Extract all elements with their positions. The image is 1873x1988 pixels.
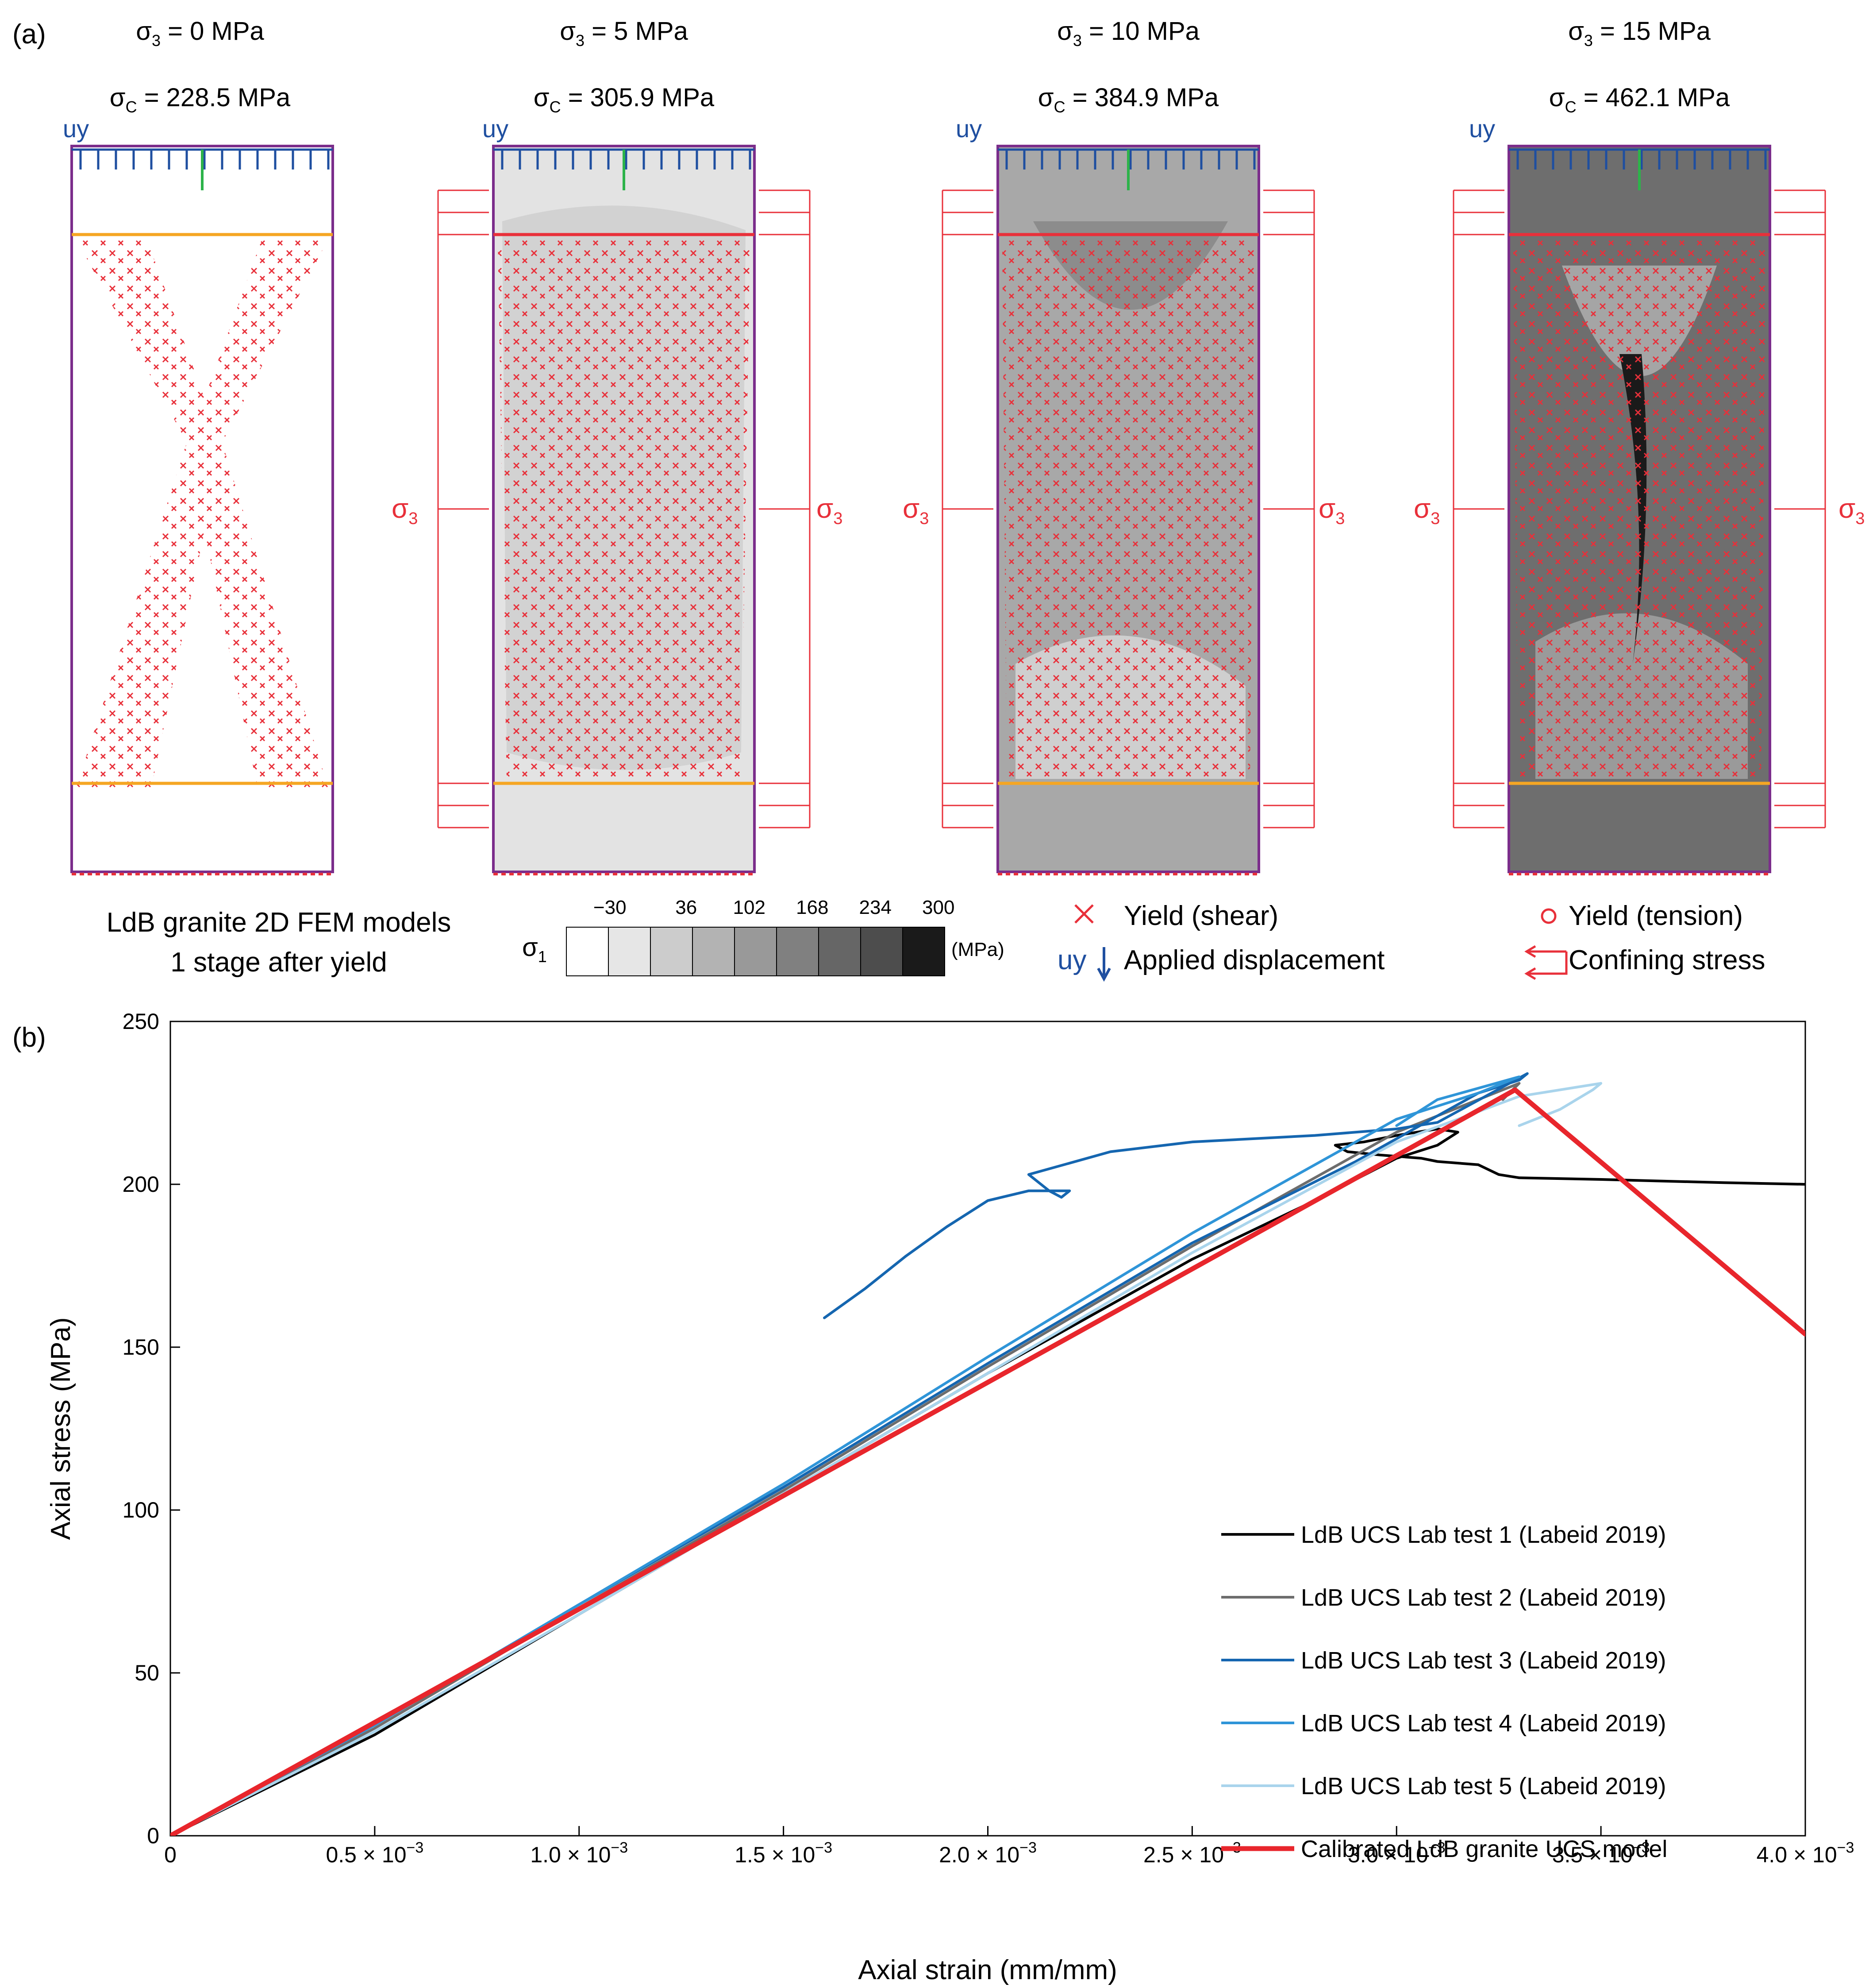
- colorbar-swatch: [734, 927, 777, 976]
- legend-label: Calibrated LdB granite UCS model: [1301, 1836, 1667, 1862]
- uy-label: uy: [956, 115, 982, 143]
- model-sigma3-10: σ3 = 10 MPa σC = 384.9 MPa uy σ3 σ3: [903, 17, 1345, 875]
- uy-label: uy: [1469, 115, 1495, 143]
- y-axis: 0 50 100 150 200 250: [123, 1009, 180, 1848]
- colorbar-swatches: [566, 927, 945, 976]
- yield-zone: [1513, 239, 1765, 779]
- model-title-sigmac: σC = 462.1 MPa: [1549, 83, 1730, 116]
- x-tick-label: 4.0 × 10−3: [1757, 1839, 1854, 1867]
- model-sigma3-5: σ3 = 5 MPa σC = 305.9 MPa uy σ3 σ3: [392, 17, 842, 875]
- x-tick-label: 1.5 × 10−3: [735, 1839, 832, 1867]
- y-tick-label: 0: [147, 1823, 159, 1848]
- colorbar-sigma1-label: σ1: [522, 933, 547, 966]
- confining-stress-right: [1774, 189, 1826, 828]
- confining-stress-right: [1263, 189, 1315, 828]
- y-tick-label: 50: [135, 1661, 159, 1685]
- sigma3-label-left: σ3: [392, 493, 418, 528]
- confining-stress-right: [759, 189, 811, 828]
- model-title-sigma3: σ3 = 0 MPa: [136, 17, 264, 50]
- y-tick-label: 250: [123, 1009, 159, 1034]
- y-tick-label: 150: [123, 1335, 159, 1360]
- x-tick-label: 2.5 × 10−3: [1143, 1839, 1241, 1867]
- sigma3-label-left: σ3: [1414, 493, 1440, 528]
- colorbar-ticks: −30 36 102 168 234 300: [593, 897, 955, 918]
- legend-yield-tension: Yield (tension): [1569, 901, 1743, 931]
- colorbar-tick-label: 234: [859, 897, 892, 918]
- legend-uy-label: uy: [1058, 945, 1086, 975]
- series-line-3: [170, 1072, 1529, 1836]
- x-axis-label: Axial strain (mm/mm): [858, 1955, 1117, 1985]
- model-title-sigmac: σC = 384.9 MPa: [1038, 83, 1219, 116]
- yield-zone: [1002, 239, 1254, 779]
- colorbar-swatch: [566, 927, 609, 976]
- legend-label: LdB UCS Lab test 5 (Labeid 2019): [1301, 1773, 1666, 1799]
- series-line-6: [170, 1087, 1805, 1836]
- sigma3-label-right: σ3: [1838, 493, 1865, 528]
- legend-confining-stress: Confining stress: [1569, 945, 1765, 975]
- model-title-sigma3: σ3 = 10 MPa: [1057, 17, 1200, 50]
- legend-applied-displacement: Applied displacement: [1124, 945, 1385, 975]
- y-tick-label: 200: [123, 1172, 159, 1197]
- colorbar-swatch: [692, 927, 735, 976]
- sigma3-label-left: σ3: [903, 493, 929, 528]
- series-line-5: [170, 1082, 1603, 1836]
- sigma3-label-right: σ3: [816, 493, 842, 528]
- model-title-sigma3: σ3 = 5 MPa: [560, 17, 688, 50]
- legend-label: LdB UCS Lab test 1 (Labeid 2019): [1301, 1522, 1666, 1548]
- yield-tension-icon: [1541, 908, 1557, 924]
- x-tick-label: 0: [164, 1842, 177, 1867]
- yield-zone: [498, 239, 750, 779]
- colorbar-tick-label: 300: [922, 897, 954, 918]
- uy-label: uy: [63, 115, 89, 143]
- caption-line1: LdB granite 2D FEM models: [107, 907, 451, 938]
- confining-stress-icon: [1524, 945, 1568, 980]
- colorbar-swatch: [860, 927, 903, 976]
- confining-stress-left: [437, 189, 489, 828]
- legend-label: LdB UCS Lab test 3 (Labeid 2019): [1301, 1647, 1666, 1674]
- colorbar-swatch: [776, 927, 819, 976]
- colorbar-tick-label: 102: [733, 897, 765, 918]
- chart-legend: LdB UCS Lab test 1 (Labeid 2019) LdB UCS …: [1221, 1522, 1667, 1862]
- model-title-sigmac: σC = 305.9 MPa: [534, 83, 715, 116]
- model-title-sigmac: σC = 228.5 MPa: [110, 83, 291, 116]
- colorbar-swatch: [608, 927, 651, 976]
- colorbar-swatch: [818, 927, 861, 976]
- y-tick-label: 100: [123, 1498, 159, 1522]
- yield-shear-icon: [1074, 904, 1094, 924]
- series-layer: [170, 1072, 1805, 1836]
- sigma3-label-right: σ3: [1319, 493, 1345, 528]
- y-axis-label: Axial stress (MPa): [46, 1318, 76, 1540]
- panel-b: (b) 0 0.5 × 10−3 1.0 × 10−3 1.5 × 10−3 2.0 ×…: [12, 1009, 1854, 1985]
- x-tick-label: 2.0 × 10−3: [939, 1839, 1037, 1867]
- legend-label: LdB UCS Lab test 4 (Labeid 2019): [1301, 1710, 1666, 1737]
- model-sigma3-0: σ3 = 0 MPa σC = 228.5 MPa uy: [63, 17, 334, 875]
- colorbar: σ1 −30 36 102 168 234 300 (MPa): [522, 897, 1004, 976]
- panel-a: (a) σ3 = 0 MPa σC = 228.5 MPa uy σ3 = 5 …: [12, 17, 1865, 982]
- model-sigma3-15: σ3 = 15 MPa σC = 462.1 MPa uy σ3 σ3: [1414, 17, 1865, 875]
- colorbar-swatch: [650, 927, 693, 976]
- x-tick-label: 1.0 × 10−3: [530, 1839, 628, 1867]
- down-arrow-icon: [1097, 947, 1111, 982]
- yield-zone: [76, 239, 328, 788]
- caption-line2: 1 stage after yield: [170, 947, 387, 978]
- panel-a-label: (a): [12, 19, 46, 50]
- legend-label: LdB UCS Lab test 2 (Labeid 2019): [1301, 1584, 1666, 1611]
- confining-stress-left: [942, 189, 993, 828]
- colorbar-tick-label: 168: [796, 897, 828, 918]
- panel-b-label: (b): [12, 1022, 46, 1053]
- confining-stress-left: [1453, 189, 1504, 828]
- panel-a-legend: Yield (shear) Yield (tension) uy Applied…: [1058, 901, 1765, 982]
- colorbar-tick-label: 36: [675, 897, 697, 918]
- uy-label: uy: [482, 115, 508, 143]
- colorbar-unit: (MPa): [951, 939, 1004, 960]
- model-title-sigma3: σ3 = 15 MPa: [1568, 17, 1711, 50]
- colorbar-swatch: [902, 927, 945, 976]
- colorbar-tick-label: −30: [593, 897, 627, 918]
- x-tick-label: 0.5 × 10−3: [326, 1839, 423, 1867]
- legend-yield-shear: Yield (shear): [1124, 901, 1278, 931]
